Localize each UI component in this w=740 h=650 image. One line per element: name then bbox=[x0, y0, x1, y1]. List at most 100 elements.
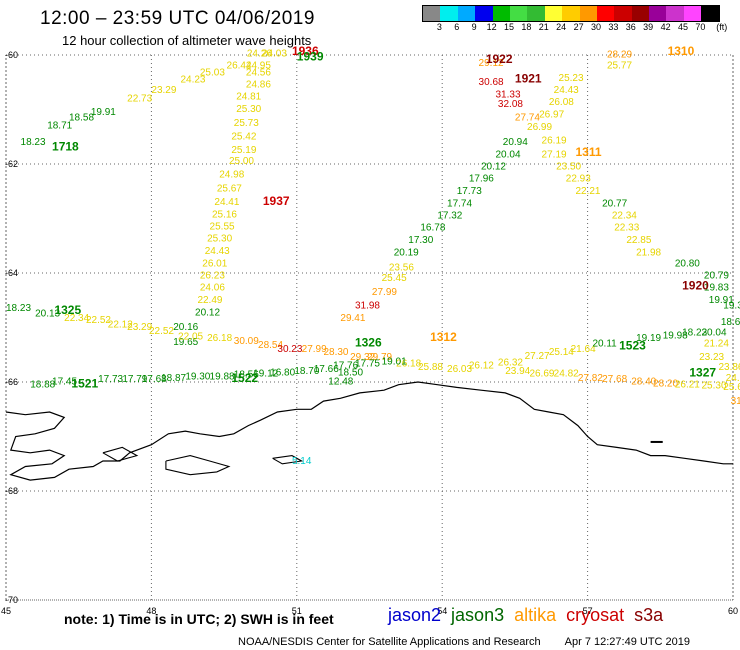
swh-value: 21.98 bbox=[636, 248, 661, 259]
swh-value: 22.34 bbox=[64, 313, 89, 324]
swh-value: 24.06 bbox=[200, 282, 225, 293]
credit-timestamp: Apr 7 12:27:49 UTC 2019 bbox=[564, 636, 691, 648]
swh-value: 20.19 bbox=[394, 248, 419, 259]
swh-value: 26.23 bbox=[200, 270, 225, 281]
swh-value: 24.95 bbox=[246, 61, 271, 72]
swh-value: 26.32 bbox=[498, 358, 523, 369]
swh-value: 20.80 bbox=[675, 258, 700, 269]
swh-value: 31.98 bbox=[355, 300, 380, 311]
swh-value: 20.04 bbox=[496, 149, 521, 160]
swh-value: 16.80 bbox=[270, 367, 295, 378]
swh-value: 27.82 bbox=[578, 373, 603, 384]
lat-tick-label: -70 bbox=[5, 595, 18, 605]
swh-value: 26.19 bbox=[542, 135, 567, 146]
swh-value: 27.27 bbox=[525, 351, 550, 362]
color-swatch bbox=[596, 6, 615, 21]
swh-value: 25.30 bbox=[701, 381, 726, 392]
swh-value: 22.05 bbox=[178, 331, 203, 342]
swh-value: 24.03 bbox=[262, 49, 287, 60]
color-swatch bbox=[440, 6, 458, 21]
swh-value: 25.55 bbox=[210, 221, 235, 232]
color-scale-label: 45 bbox=[677, 22, 689, 32]
swh-value: 20.04 bbox=[701, 328, 726, 339]
color-scale-label: 70 bbox=[695, 22, 706, 32]
color-scale-label: 6 bbox=[454, 22, 460, 32]
swh-value: 22.34 bbox=[612, 211, 637, 222]
swh-value: 17.73 bbox=[457, 186, 482, 197]
swh-value: 19.12 bbox=[253, 369, 278, 380]
color-scale-label: 3 bbox=[436, 22, 442, 32]
color-scale-labels: 3 6 9 12 15 18 21 24 27 30 33 36 39 42 45 70 (ft) bbox=[422, 22, 740, 34]
swh-value: 20.94 bbox=[503, 137, 528, 148]
coast-island-path bbox=[165, 455, 231, 476]
swh-value: 18.23 bbox=[21, 137, 46, 148]
swh-value: 26.01 bbox=[202, 258, 227, 269]
swh-value: 19.83 bbox=[704, 282, 729, 293]
swh-value: 25.30 bbox=[207, 233, 232, 244]
swh-value: 25.45 bbox=[382, 273, 407, 284]
lon-tick-label: 57 bbox=[583, 606, 593, 616]
color-swatch bbox=[527, 6, 545, 21]
swh-value: 28.40 bbox=[631, 377, 656, 388]
swh-value: 27.19 bbox=[542, 149, 567, 160]
swh-value: 22.52 bbox=[86, 315, 111, 326]
swh-value: 25.42 bbox=[231, 131, 256, 142]
swh-value: 28.54 bbox=[258, 340, 283, 351]
color-scale-label: 18 bbox=[521, 22, 532, 32]
chart-title: 12:00 – 23:59 UTC 04/06/2019 bbox=[40, 8, 315, 29]
legend-item-cryosat: cryosat bbox=[566, 605, 625, 625]
pass-time-label: 1327 bbox=[689, 366, 716, 380]
swh-value: 20.77 bbox=[602, 199, 627, 210]
swh-value: 24.82 bbox=[554, 369, 579, 380]
swh-value: 17.73 bbox=[98, 374, 123, 385]
swh-value: 25.73 bbox=[234, 118, 259, 129]
color-scale-label: 15 bbox=[503, 22, 515, 32]
swh-value: 24.23 bbox=[180, 74, 205, 85]
color-swatch bbox=[492, 6, 510, 21]
swh-value: 19.98 bbox=[663, 330, 688, 341]
swh-value: 24.81 bbox=[236, 92, 261, 103]
swh-value: 29.12 bbox=[479, 58, 504, 69]
swh-value: 22.49 bbox=[197, 295, 222, 306]
swh-value: 25.14 bbox=[549, 347, 574, 358]
coast-island-path bbox=[102, 446, 139, 462]
swh-value: 25.19 bbox=[231, 145, 256, 156]
lat-tick-label: -68 bbox=[5, 486, 18, 496]
color-swatch bbox=[423, 6, 441, 21]
lon-tick-label: 48 bbox=[146, 606, 156, 616]
swh-value: 24.41 bbox=[214, 197, 239, 208]
swh-value: 17.45 bbox=[52, 377, 77, 388]
swh-value: 19.01 bbox=[382, 357, 407, 368]
swh-value: 18.69 bbox=[721, 317, 740, 328]
color-swatch bbox=[562, 6, 580, 21]
color-scale-unit: (ft) bbox=[716, 22, 728, 32]
color-swatch bbox=[649, 6, 667, 21]
lat-tick-label: -64 bbox=[5, 268, 18, 278]
pass-time-label: 1325 bbox=[54, 303, 81, 317]
swh-value: 24.56 bbox=[246, 68, 271, 79]
swh-value: 18.71 bbox=[47, 121, 72, 132]
swh-value: 24.26 bbox=[247, 49, 272, 60]
color-swatch bbox=[614, 6, 632, 21]
swh-value: 27.99 bbox=[302, 344, 327, 355]
lat-tick-label: -66 bbox=[5, 377, 18, 387]
swh-value: 26.99 bbox=[527, 122, 552, 133]
swh-value: 26.21 bbox=[675, 379, 700, 390]
swh-value: 17.79 bbox=[122, 374, 147, 385]
swh-value: 17.74 bbox=[447, 199, 472, 210]
swh-value: 29.41 bbox=[340, 313, 365, 324]
swh-value: 18.23 bbox=[6, 303, 31, 314]
swh-value: 32.08 bbox=[498, 99, 523, 110]
swh-value: 24.43 bbox=[205, 246, 230, 257]
swh-value: 18.88 bbox=[30, 379, 55, 390]
swh-value: 26.18 bbox=[207, 333, 232, 344]
swh-value: 20.11 bbox=[592, 339, 617, 350]
swh-value: 21.24 bbox=[704, 339, 729, 350]
swh-value: 28.29 bbox=[607, 50, 632, 61]
swh-value: 17.66 bbox=[314, 364, 339, 375]
swh-value: 27.74 bbox=[515, 112, 540, 123]
swh-value: 19.91 bbox=[709, 295, 734, 306]
swh-value: 27.68 bbox=[602, 374, 627, 385]
pass-time-label: 1310 bbox=[668, 44, 695, 58]
